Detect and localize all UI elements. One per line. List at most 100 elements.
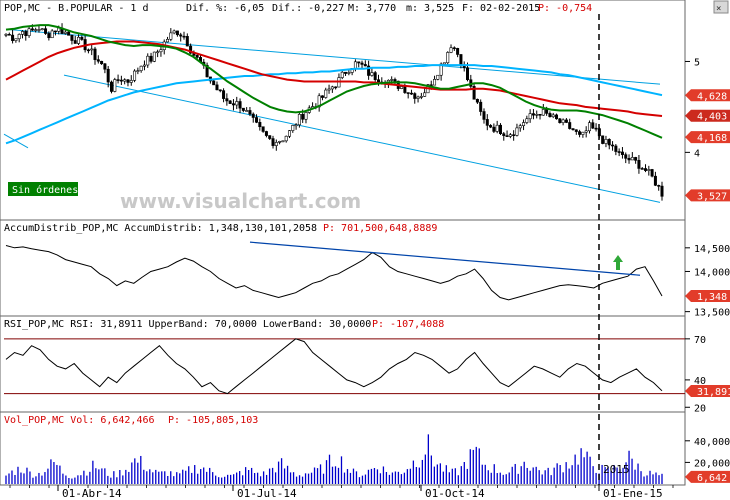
candle-body <box>212 80 216 86</box>
candle-body <box>189 45 193 54</box>
candle-body <box>185 36 189 47</box>
candle-body <box>581 131 585 135</box>
candle-body <box>90 48 94 51</box>
candle-body <box>377 79 381 83</box>
candle-body <box>70 35 74 41</box>
candle-body <box>439 63 443 76</box>
x-label-1: 01-Jul-14 <box>237 487 297 500</box>
candle-body <box>459 54 463 66</box>
candle-body <box>330 86 334 90</box>
candle-body <box>587 122 591 132</box>
accum-tick-14000: 14,000 <box>694 267 730 278</box>
rsi-line <box>5 338 663 395</box>
x-label-2: 01-Oct-14 <box>425 487 485 500</box>
candle-body <box>34 29 38 31</box>
price-change: P: -0,754 <box>538 3 592 14</box>
candle-body <box>660 185 664 197</box>
price-tick-4: 4 <box>694 148 700 159</box>
candle-body <box>113 79 117 92</box>
rsi-tick-20: 20 <box>694 403 706 414</box>
candle-body <box>512 134 516 137</box>
candle-body <box>166 39 170 43</box>
x-label-0: 01-Abr-14 <box>62 487 122 500</box>
candle-body <box>403 86 407 93</box>
sin-ordenes-label: Sin órdenes <box>12 184 78 196</box>
candle-body <box>647 169 651 171</box>
candle-body <box>436 74 440 80</box>
candle-body <box>548 113 552 118</box>
ma-long-line <box>5 64 663 145</box>
candle-body <box>614 145 618 152</box>
rsi-series <box>4 338 685 395</box>
accum-header-p: P: 701,500,648,8889 <box>323 223 437 234</box>
accum-panel-frame <box>0 219 686 317</box>
candle-body <box>640 168 644 170</box>
candle-body <box>139 65 143 71</box>
candle-body <box>413 93 417 99</box>
candle-body <box>406 92 410 94</box>
candle-body <box>611 144 615 147</box>
candle-body <box>545 109 549 114</box>
vol-tag-box <box>685 470 730 483</box>
candle-body <box>390 79 394 81</box>
price-tag-1: 4,403 <box>697 112 727 123</box>
candle-body <box>14 38 18 41</box>
candle-body <box>347 72 351 74</box>
candle-body <box>261 126 265 132</box>
price-tag-2: 4,168 <box>697 133 727 144</box>
candle-body <box>492 126 496 132</box>
price-panel-frame <box>0 0 686 221</box>
candle-body <box>568 122 572 129</box>
ma-mid-line <box>5 40 663 117</box>
candle-body <box>251 113 255 118</box>
accum-tag-box <box>685 290 730 303</box>
candle-body <box>561 119 565 123</box>
sin-ordenes-box[interactable] <box>8 182 78 196</box>
candle-body <box>591 122 595 129</box>
candle-body <box>419 96 423 98</box>
candle-body <box>604 139 608 144</box>
x-axis: 01-Abr-14 01-Jul-14 01-Oct-14 01-Ene-15 <box>9 485 674 500</box>
candle-body <box>179 34 183 37</box>
candle-body <box>264 131 268 136</box>
candle-body <box>522 122 526 126</box>
candle-body <box>657 185 661 187</box>
window-resize-button[interactable] <box>713 0 729 14</box>
candle-body <box>634 157 638 161</box>
candle-body <box>146 55 150 66</box>
candle-body <box>103 63 107 70</box>
accum-tag: 1,348 <box>697 292 727 303</box>
candle-body <box>489 125 493 128</box>
candle-body <box>373 72 377 81</box>
candle-body <box>50 30 54 39</box>
candle-body <box>274 142 278 146</box>
candle-body <box>584 130 588 133</box>
candle-body <box>363 64 367 67</box>
candle-body <box>96 59 100 62</box>
candle-body <box>578 131 582 135</box>
candle-body <box>238 101 242 109</box>
accum-series <box>5 241 663 301</box>
candle-body <box>301 114 305 120</box>
candle-body <box>518 125 522 129</box>
candle-body <box>535 113 539 116</box>
candle-body <box>304 112 308 120</box>
channel-upper <box>9 29 661 85</box>
candle-body <box>24 31 28 36</box>
candle-body <box>558 118 562 123</box>
candle-body <box>205 64 209 78</box>
candle-body <box>466 67 470 81</box>
candle-body <box>601 135 605 144</box>
candle-body <box>63 31 67 34</box>
year-label: 2015 <box>603 463 630 476</box>
candle-body <box>452 47 456 50</box>
candle-body <box>248 110 252 115</box>
candle-body <box>222 90 226 99</box>
candle-body <box>231 103 235 106</box>
accum-line <box>5 245 663 301</box>
candle-body <box>627 158 631 161</box>
candle-body <box>245 110 249 112</box>
rsi-header-p: P: -107,4088 <box>372 319 444 330</box>
candle-body <box>278 141 282 143</box>
